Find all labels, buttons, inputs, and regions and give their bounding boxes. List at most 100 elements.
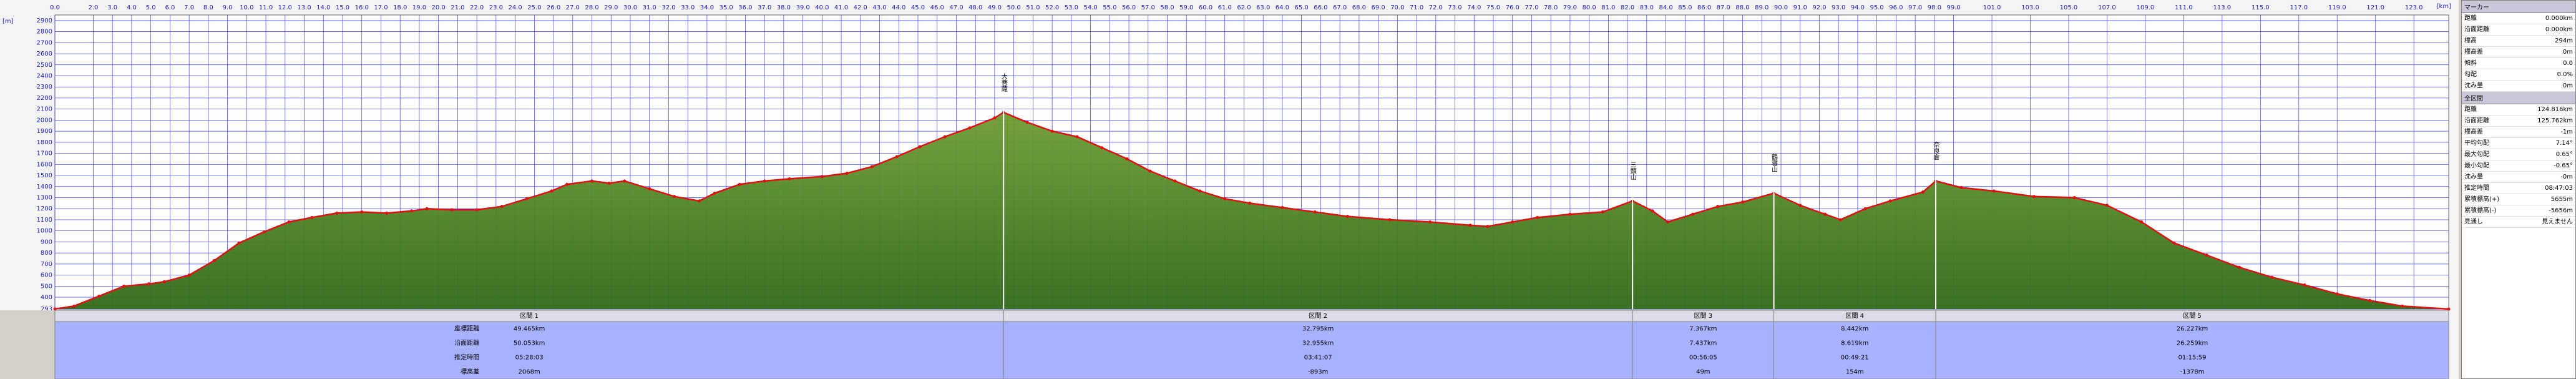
elevation-point xyxy=(1223,197,1227,200)
elevation-point xyxy=(1992,189,1996,193)
marker-label: 三頭山 xyxy=(1629,162,1636,180)
elevation-point xyxy=(287,220,291,224)
elevation-point xyxy=(72,304,76,308)
panel-value: 7.14° xyxy=(2555,140,2573,147)
panel-row: 平均勾配 7.14° xyxy=(2462,138,2575,149)
x-tick-label: 115.0 xyxy=(2252,4,2270,11)
x-tick-label: 77.0 xyxy=(1525,4,1538,11)
x-tick-label: 41.0 xyxy=(834,4,848,11)
elevation-point xyxy=(1959,186,1963,190)
elevation-point xyxy=(147,282,151,286)
x-tick-label: 15.0 xyxy=(336,4,349,11)
section-value: -1378m xyxy=(2180,369,2205,376)
row-label: 標高差 xyxy=(461,368,479,376)
elevation-point xyxy=(1428,220,1432,224)
x-tick-label: 43.0 xyxy=(872,4,886,11)
x-tick-label: 6.0 xyxy=(165,4,175,11)
x-tick-label: 95.0 xyxy=(1870,4,1884,11)
x-tick-label: 14.0 xyxy=(316,4,330,11)
y-tick-label: 2500 xyxy=(37,62,52,69)
y-tick-label: 1400 xyxy=(37,184,52,190)
x-tick-label: 54.0 xyxy=(1083,4,1097,11)
x-tick-label: 34.0 xyxy=(700,4,714,11)
x-tick-label: 85.0 xyxy=(1678,4,1692,11)
x-tick-label: 97.0 xyxy=(1908,4,1922,11)
y-tick-label: 1900 xyxy=(37,128,52,135)
y-tick-label: 1100 xyxy=(37,217,52,224)
section-value: 03:41:07 xyxy=(1304,355,1332,362)
panel-label: 推定時間 xyxy=(2464,185,2489,192)
elevation-area xyxy=(55,112,2449,309)
y-tick-label: 800 xyxy=(41,250,52,257)
row-label: 推定時間 xyxy=(454,353,479,362)
panel-label: 沿面距離 xyxy=(2464,26,2489,33)
panel-value: 0m xyxy=(2562,49,2573,56)
panel-label: 最大勾配 xyxy=(2464,151,2489,158)
elevation-point xyxy=(500,205,504,209)
panel-label: 距離 xyxy=(2464,15,2477,22)
elevation-point xyxy=(698,199,701,203)
elevation-point xyxy=(1511,220,1515,224)
x-tick-label: 93.0 xyxy=(1832,4,1845,11)
panel-value: 125.762km xyxy=(2537,117,2573,124)
x-tick-label: 79.0 xyxy=(1563,4,1577,11)
panel-row: 沈み量 -0m xyxy=(2462,172,2575,183)
y-tick-label: 2100 xyxy=(37,106,52,113)
x-tick-label: 49.0 xyxy=(988,4,1002,11)
x-tick-label: 22.0 xyxy=(470,4,484,11)
x-tick-label: 0.0 xyxy=(50,4,60,11)
x-tick-label: 78.0 xyxy=(1544,4,1558,11)
section-value: 7.367km xyxy=(1689,326,1717,333)
elevation-point xyxy=(2238,265,2242,269)
section-value: 7.437km xyxy=(1689,340,1717,347)
panel-value: 0.0% xyxy=(2557,71,2573,78)
panel-value: 294m xyxy=(2555,37,2573,44)
x-tick-label: 36.0 xyxy=(738,4,752,11)
x-tick-label: 82.0 xyxy=(1621,4,1634,11)
x-tick-label: 107.0 xyxy=(2098,4,2116,11)
panel-row: 距離 0.000km xyxy=(2462,13,2575,24)
section-value: 26.227km xyxy=(2177,326,2208,333)
x-tick-label: 58.0 xyxy=(1160,4,1174,11)
x-tick-label: 2.0 xyxy=(89,4,99,11)
panel-value: 0.000km xyxy=(2545,26,2573,33)
elevation-point xyxy=(1345,215,1349,219)
panel-value: -0.65° xyxy=(2554,162,2573,169)
y-tick-label: 2200 xyxy=(37,95,52,102)
x-tick-label: 48.0 xyxy=(968,4,982,11)
y-tick-label: 400 xyxy=(41,294,52,301)
x-tick-label: 111.0 xyxy=(2175,4,2193,11)
x-tick-label: 12.0 xyxy=(278,4,292,11)
x-tick-label: 18.0 xyxy=(393,4,407,11)
panel-row: 最大勾配 0.65° xyxy=(2462,149,2575,160)
x-tick-label: 28.0 xyxy=(585,4,598,11)
x-tick-label: 63.0 xyxy=(1256,4,1270,11)
x-tick-label: 32.0 xyxy=(661,4,675,11)
x-tick-label: 96.0 xyxy=(1889,4,1903,11)
panel-header: マーカー xyxy=(2462,1,2575,13)
section-value: 32.955km xyxy=(1302,340,1334,347)
panel-row: 距離 124.816km xyxy=(2462,104,2575,116)
x-tick-label: 44.0 xyxy=(892,4,905,11)
x-tick-label: 92.0 xyxy=(1812,4,1826,11)
elevation-point xyxy=(1198,189,1202,193)
x-tick-label: 80.0 xyxy=(1583,4,1596,11)
elevation-point xyxy=(870,165,874,169)
elevation-point xyxy=(1388,218,1392,222)
x-tick-label: 42.0 xyxy=(854,4,867,11)
panel-value: 0.000km xyxy=(2545,15,2573,22)
x-tick-label: 81.0 xyxy=(1601,4,1615,11)
section-value: 00:49:21 xyxy=(1841,355,1869,362)
y-tick-label: 1500 xyxy=(37,172,52,179)
panel-value: -1m xyxy=(2560,129,2573,135)
elevation-point xyxy=(590,179,594,183)
elevation-point xyxy=(1798,204,1802,207)
y-tick-label: 2000 xyxy=(37,117,52,124)
elevation-point xyxy=(1888,199,1892,203)
info-panel: マーカー 距離 0.000km 沿面距離 0.000km 標高 294m 標高差 0m 傾斜 0.0… xyxy=(2461,0,2576,379)
panel-value: 08:47:03 xyxy=(2545,185,2573,192)
elevation-point xyxy=(187,273,191,277)
elevation-point xyxy=(2205,253,2208,257)
panel-row: 傾斜 0.0 xyxy=(2462,58,2575,69)
